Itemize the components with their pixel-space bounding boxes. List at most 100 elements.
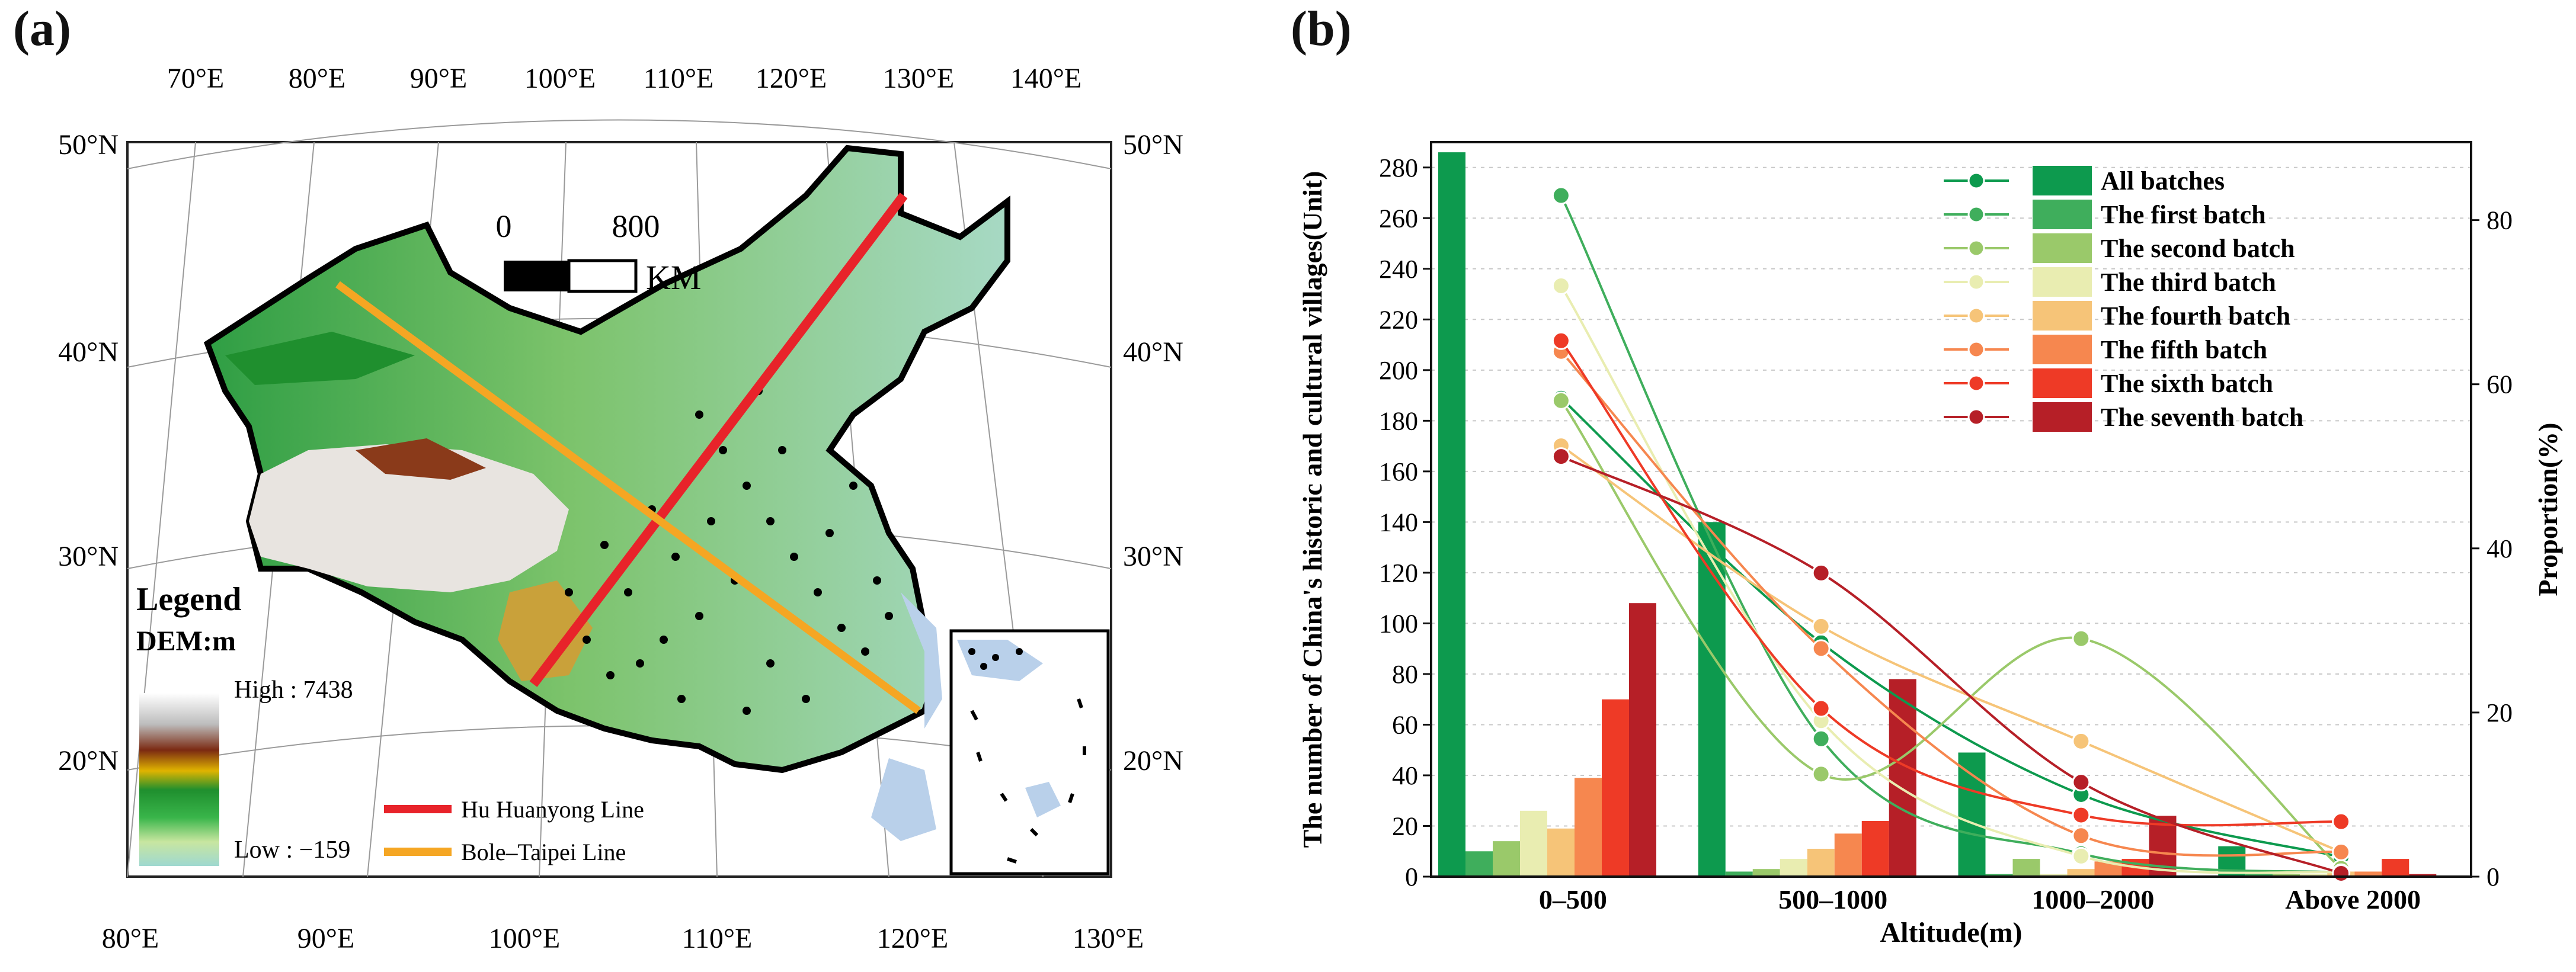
legend-point-swatch [1967, 374, 1985, 392]
right-lat-label: 30°N [1123, 541, 1183, 572]
bar [1861, 820, 1889, 877]
y-tick-label: 80 [1392, 660, 1418, 689]
top-lon-label: 70°E [167, 63, 225, 94]
legend-label: All batches [2101, 166, 2225, 195]
right-lat-label: 40°N [1123, 336, 1183, 368]
lines-layer [1551, 186, 2351, 883]
y-tick-label: 180 [1379, 406, 1418, 435]
bottom-lon-label: 90°E [297, 923, 355, 954]
altitude-bar-chart: 0204060801001201401601802002202402602800… [1297, 141, 2563, 948]
proportion-point [2072, 826, 2091, 845]
bar [1520, 810, 1547, 877]
ticks-layer: 0204060801001201401601802002202402602800… [1379, 153, 2513, 915]
proportion-point [1551, 186, 1570, 205]
village-points [565, 387, 893, 715]
tibet-plateau [249, 444, 569, 592]
bar [2300, 874, 2328, 877]
east-coast-sea [901, 592, 942, 729]
bar [2040, 874, 2068, 877]
bottom-lon-label: 130°E [1073, 923, 1144, 954]
bar [2354, 871, 2382, 877]
scale-bar-black [504, 261, 569, 291]
south-sea-islands [871, 758, 936, 841]
bottom-lon-label: 120°E [877, 923, 949, 954]
left-lat-label: 20°N [58, 745, 119, 777]
proportion-point [2072, 773, 2091, 792]
top-lon-label: 130°E [883, 63, 955, 94]
top-lon-label: 140°E [1010, 63, 1082, 94]
y-tick-label: 200 [1379, 356, 1418, 385]
x-tick-label: Above 2000 [2285, 884, 2421, 915]
legend-bar-swatch [2033, 368, 2092, 398]
legend-label: The seventh batch [2101, 403, 2303, 432]
scale-zero: 0 [496, 208, 512, 244]
inset-content [957, 640, 1086, 864]
chart-legend: All batches The first batch The second bat… [1944, 166, 2303, 432]
y2-tick-label: 20 [2487, 698, 2513, 727]
y2-tick-label: 60 [2487, 370, 2513, 399]
right-latitude-labels: 50°N 40°N 30°N 20°N [1123, 129, 1183, 777]
legend-point-swatch [1967, 273, 1985, 291]
left-lat-label: 50°N [58, 129, 119, 161]
x-tick-label: 0–500 [1539, 884, 1607, 915]
bar [2067, 869, 2095, 877]
bar [1985, 874, 2013, 877]
proportion-point [1551, 276, 1570, 295]
proportion-point [1551, 331, 1570, 350]
legend-label: The third batch [2101, 268, 2276, 297]
top-longitude-labels: 70°E 80°E 90°E 100°E 110°E 120°E 130°E 1… [167, 63, 1082, 94]
x-tick-label: 1000–2000 [2031, 884, 2154, 915]
proportion-point [2072, 732, 2091, 750]
bar [1465, 851, 1493, 877]
y-tick-label: 60 [1392, 710, 1418, 739]
proportion-line [1560, 444, 2342, 854]
legend-high: High : 7438 [234, 676, 353, 704]
legend-dem-title: DEM:m [136, 625, 236, 657]
legend-point-swatch [1967, 172, 1985, 190]
proportion-point [1551, 447, 1570, 466]
y-tick-label: 0 [1405, 862, 1418, 891]
panel-label-a: (a) [13, 1, 71, 56]
yunnan-highland [498, 580, 593, 681]
proportion-point [1812, 563, 1831, 582]
bottom-lon-label: 110°E [682, 923, 753, 954]
bar [1780, 859, 1807, 877]
x-axis-label: Altitude(m) [1880, 917, 2023, 948]
y-tick-label: 140 [1379, 508, 1418, 537]
top-lon-label: 120°E [756, 63, 827, 94]
map-panel: (a) [0, 0, 1268, 969]
bottom-lon-label: 80°E [102, 923, 159, 954]
y-tick-label: 160 [1379, 457, 1418, 486]
china-landmass [203, 145, 1010, 774]
y2-tick-label: 0 [2487, 862, 2500, 891]
legend-bar-swatch [2033, 402, 2092, 432]
proportion-point [2332, 812, 2351, 831]
proportion-point [1812, 765, 1831, 784]
legend-bar-swatch [2033, 267, 2092, 297]
china-dem-map: 0 800 KM 70°E 80°E 90°E 100°E 110°E 120°… [58, 63, 1183, 954]
proportion-line [1560, 400, 2342, 870]
legend-point-swatch [1967, 408, 1985, 426]
legend-point-swatch [1967, 307, 1985, 325]
x-tick-label: 500–1000 [1778, 884, 1887, 915]
bottom-lon-label: 100°E [489, 923, 561, 954]
right-lat-label: 20°N [1123, 745, 1183, 777]
bars-layer [1438, 152, 2437, 877]
proportion-point [1551, 391, 1570, 410]
proportion-point [1812, 617, 1831, 636]
top-lon-label: 110°E [644, 63, 714, 94]
legend-bar-swatch [2033, 200, 2092, 229]
bar [1889, 679, 1916, 877]
top-lon-label: 80°E [289, 63, 346, 94]
y-tick-label: 40 [1392, 761, 1418, 790]
legend-label: The sixth batch [2101, 369, 2273, 398]
legend-bar-swatch [2033, 301, 2092, 331]
proportion-line [1560, 195, 2341, 874]
y2-tick-label: 80 [2487, 206, 2513, 235]
y-tick-label: 220 [1379, 305, 1418, 334]
bar [2012, 859, 2040, 877]
scale-bar-white [567, 259, 638, 293]
bar [1602, 699, 1629, 877]
plot-frame [1430, 141, 2472, 878]
xinjiang-basin [225, 332, 415, 385]
